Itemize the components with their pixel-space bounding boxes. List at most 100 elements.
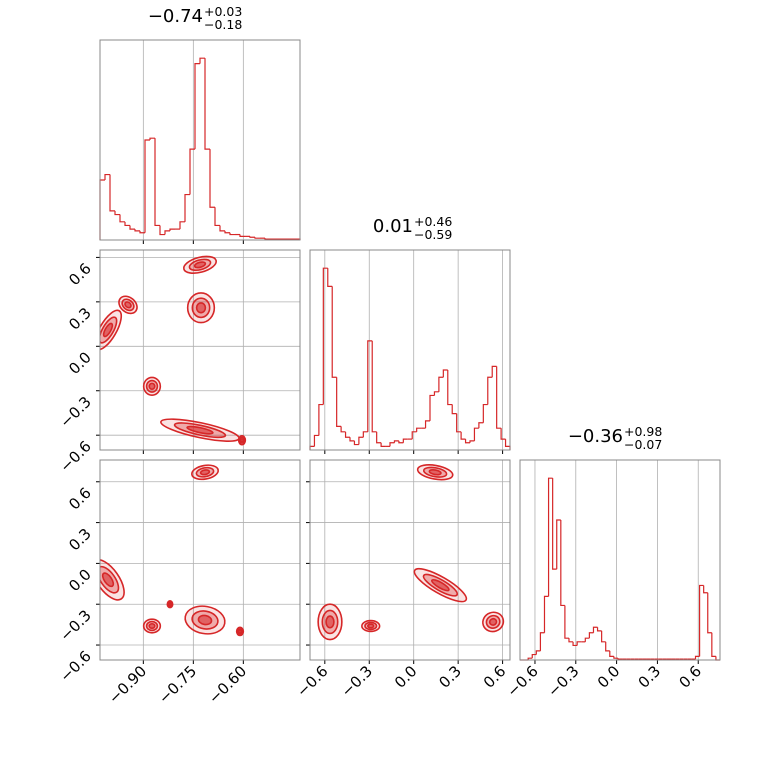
y-tick-label: −0.3 (56, 393, 94, 431)
hist-step (119, 214, 125, 223)
panel-frame (99, 39, 301, 241)
hist-step (504, 439, 511, 450)
contour (148, 622, 156, 630)
hist-step (703, 585, 708, 594)
panel-frame (309, 459, 511, 661)
hist-step (224, 230, 230, 234)
x-tick-label: −0.75 (155, 662, 200, 707)
hist-step (605, 641, 610, 652)
hist-step (129, 225, 135, 230)
panel-title: −0.74 (148, 6, 203, 27)
hist-step (438, 376, 444, 392)
panel: −0.90 −0.75 −0.60 −0.6−0.3 0.0 0.3 0.6 (56, 459, 301, 707)
hist-step (358, 436, 364, 445)
hist-step (309, 445, 315, 450)
contour (367, 623, 375, 629)
hist-step (199, 57, 205, 64)
hist-step (564, 605, 569, 639)
hist-step (219, 225, 225, 232)
hist-step (264, 238, 270, 240)
hist-step (491, 365, 497, 378)
hist-step (482, 403, 488, 423)
hist-step (464, 439, 470, 444)
y-tick-label: −0.6 (56, 647, 94, 685)
hist-step (367, 340, 373, 432)
contour (124, 301, 132, 309)
hist-step (576, 641, 582, 646)
title-plus: +0.98 (624, 424, 662, 439)
title-minus: −0.18 (204, 17, 242, 32)
hist-step (159, 225, 165, 236)
panel-frame (519, 459, 721, 661)
hist-step (362, 431, 368, 438)
hist-step (609, 650, 614, 657)
hist-step (556, 519, 561, 570)
hist-step (144, 139, 150, 233)
contour (193, 261, 207, 269)
contour (168, 602, 172, 607)
contour (238, 629, 242, 634)
y-tick-label: 0.0 (65, 566, 95, 596)
hist-step (114, 210, 120, 216)
x-tick-label: 0.3 (435, 662, 465, 692)
x-tick-label: −0.60 (205, 662, 250, 707)
y-tick-label: 0.3 (65, 525, 95, 555)
hist-step (429, 394, 435, 421)
hist-step (552, 478, 557, 570)
x-tick-label: −0.6 (293, 662, 331, 700)
hist-step (469, 440, 475, 443)
contour (199, 469, 211, 476)
hist-step (547, 477, 553, 597)
hist-step (592, 626, 598, 633)
hist-step (169, 228, 175, 231)
x-tick-label: 0.0 (594, 662, 624, 692)
hist-step (149, 137, 155, 140)
hist-step (179, 221, 185, 230)
hist-step (451, 404, 457, 415)
title-plus: +0.03 (204, 4, 242, 19)
hist-step (239, 234, 245, 237)
panel-title: 0.01 (373, 216, 413, 237)
hist-step (707, 592, 712, 634)
panel-frame (99, 249, 301, 451)
hist-step (416, 427, 422, 432)
panel: −0.6 −0.3 0.0 0.3 0.6 −0.36 +0.98−0.07 (503, 424, 721, 701)
hist-step (698, 584, 704, 657)
hist-step (711, 632, 716, 657)
hist-step (539, 632, 545, 651)
y-tick-label: −0.6 (56, 437, 94, 475)
hist-step (318, 403, 324, 436)
hist-step (613, 656, 618, 659)
hist-step (473, 427, 479, 441)
hist-step (189, 148, 195, 195)
hist-step (371, 340, 377, 433)
x-tick-label: −0.3 (338, 662, 376, 700)
x-tick-label: −0.3 (544, 662, 582, 700)
hist-step (478, 422, 484, 429)
contour (186, 425, 214, 435)
x-tick-label: 0.3 (635, 662, 665, 692)
hist-step (204, 58, 210, 150)
hist-step (617, 658, 623, 660)
hist-step (715, 656, 720, 661)
y-tick-label: 0.0 (65, 348, 95, 378)
hist-step (527, 657, 533, 660)
contour (240, 437, 244, 443)
hist-step (393, 440, 399, 443)
hist-step (184, 193, 190, 222)
hist-step (322, 267, 328, 405)
contours (100, 255, 247, 446)
hist-step (543, 595, 549, 633)
contours (317, 464, 505, 641)
y-tick-label: −0.3 (56, 606, 94, 644)
hist-step (402, 438, 408, 443)
hist-step (500, 428, 506, 440)
x-tick-label: 0.6 (675, 662, 705, 692)
hist-step (560, 520, 565, 607)
y-tick-label: 0.6 (65, 484, 95, 514)
contour (197, 614, 213, 626)
contours (100, 464, 245, 637)
hist-step (568, 638, 574, 643)
hist-step (447, 370, 453, 406)
